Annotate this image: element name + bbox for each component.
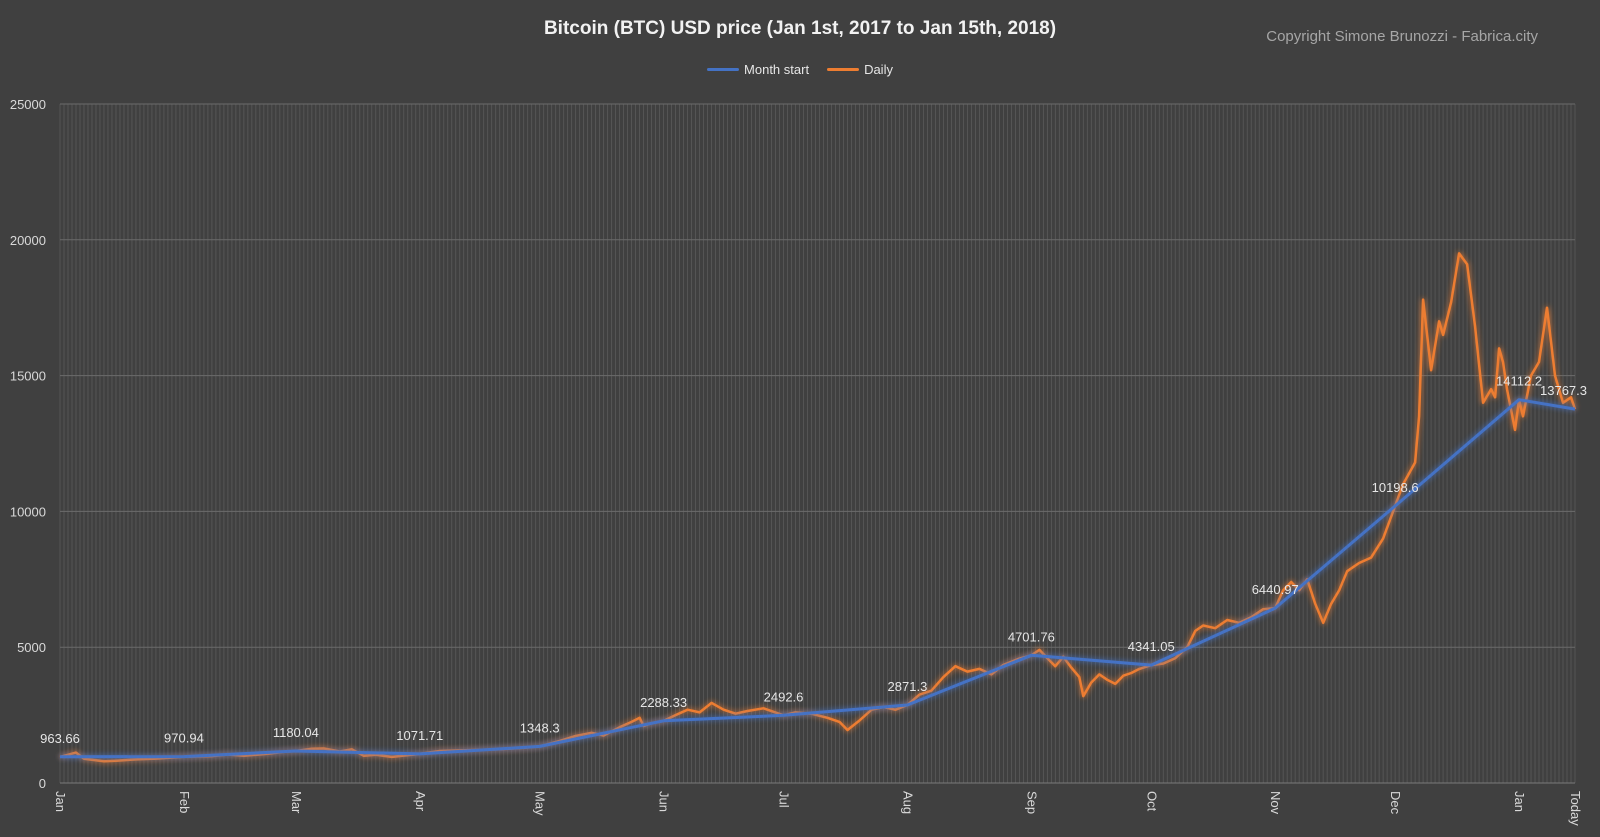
legend-swatch-month-start	[707, 68, 740, 71]
x-tick-label: Jan	[53, 791, 68, 812]
x-tick-label: Sep	[1024, 791, 1039, 814]
x-tick-label: Aug	[900, 791, 915, 814]
x-tick-label: Jan	[1512, 791, 1527, 812]
data-label: 2871.3	[888, 679, 928, 694]
x-tick-label: Apr	[413, 791, 428, 812]
data-label: 1180.04	[273, 725, 319, 740]
x-tick-label: Nov	[1268, 791, 1283, 815]
y-tick-label: 20000	[10, 233, 46, 248]
data-label: 963.66	[40, 731, 80, 746]
legend-item-daily[interactable]: Daily	[827, 62, 893, 77]
y-tick-label: 10000	[10, 504, 46, 519]
x-tick-label: Jul	[777, 791, 792, 808]
legend-item-month-start[interactable]: Month start	[707, 62, 809, 77]
data-label: 2288.33	[640, 695, 687, 710]
legend: Month start Daily	[0, 62, 1600, 77]
data-label: 1348.3	[520, 720, 560, 735]
data-label: 2492.6	[764, 689, 804, 704]
y-tick-label: 0	[39, 776, 46, 791]
x-tick-label: Oct	[1144, 791, 1159, 812]
data-label: 13767.3	[1540, 383, 1587, 398]
vertical-gridlines	[59, 104, 1576, 783]
y-tick-label: 15000	[10, 369, 46, 384]
data-label: 14112.2	[1496, 374, 1542, 389]
legend-label-month-start: Month start	[744, 62, 810, 77]
series-line-daily	[59, 252, 1577, 763]
data-label: 970.94	[164, 731, 204, 746]
x-tick-label: Today	[1568, 791, 1583, 826]
x-tick-label: Mar	[289, 791, 304, 814]
chart-title: Bitcoin (BTC) USD price (Jan 1st, 2017 t…	[543, 18, 1057, 39]
x-tick-label: Dec	[1388, 791, 1403, 815]
x-tick-label: May	[533, 791, 548, 816]
series-line-month-start	[59, 398, 1576, 759]
y-tick-label: 5000	[17, 640, 46, 655]
x-tick-label: Jun	[657, 791, 672, 812]
data-label: 4341.05	[1128, 639, 1175, 654]
data-label: 10198.6	[1372, 480, 1419, 495]
copyright-text: Copyright Simone Brunozzi - Fabrica.city	[1266, 28, 1538, 45]
legend-label-daily: Daily	[864, 62, 893, 77]
y-tick-label: 25000	[10, 97, 46, 112]
data-label: 4701.76	[1008, 629, 1055, 644]
data-label: 1071.71	[396, 728, 443, 743]
x-tick-label: Feb	[177, 791, 192, 813]
data-label: 6440.97	[1252, 582, 1299, 597]
legend-swatch-daily	[827, 68, 860, 71]
